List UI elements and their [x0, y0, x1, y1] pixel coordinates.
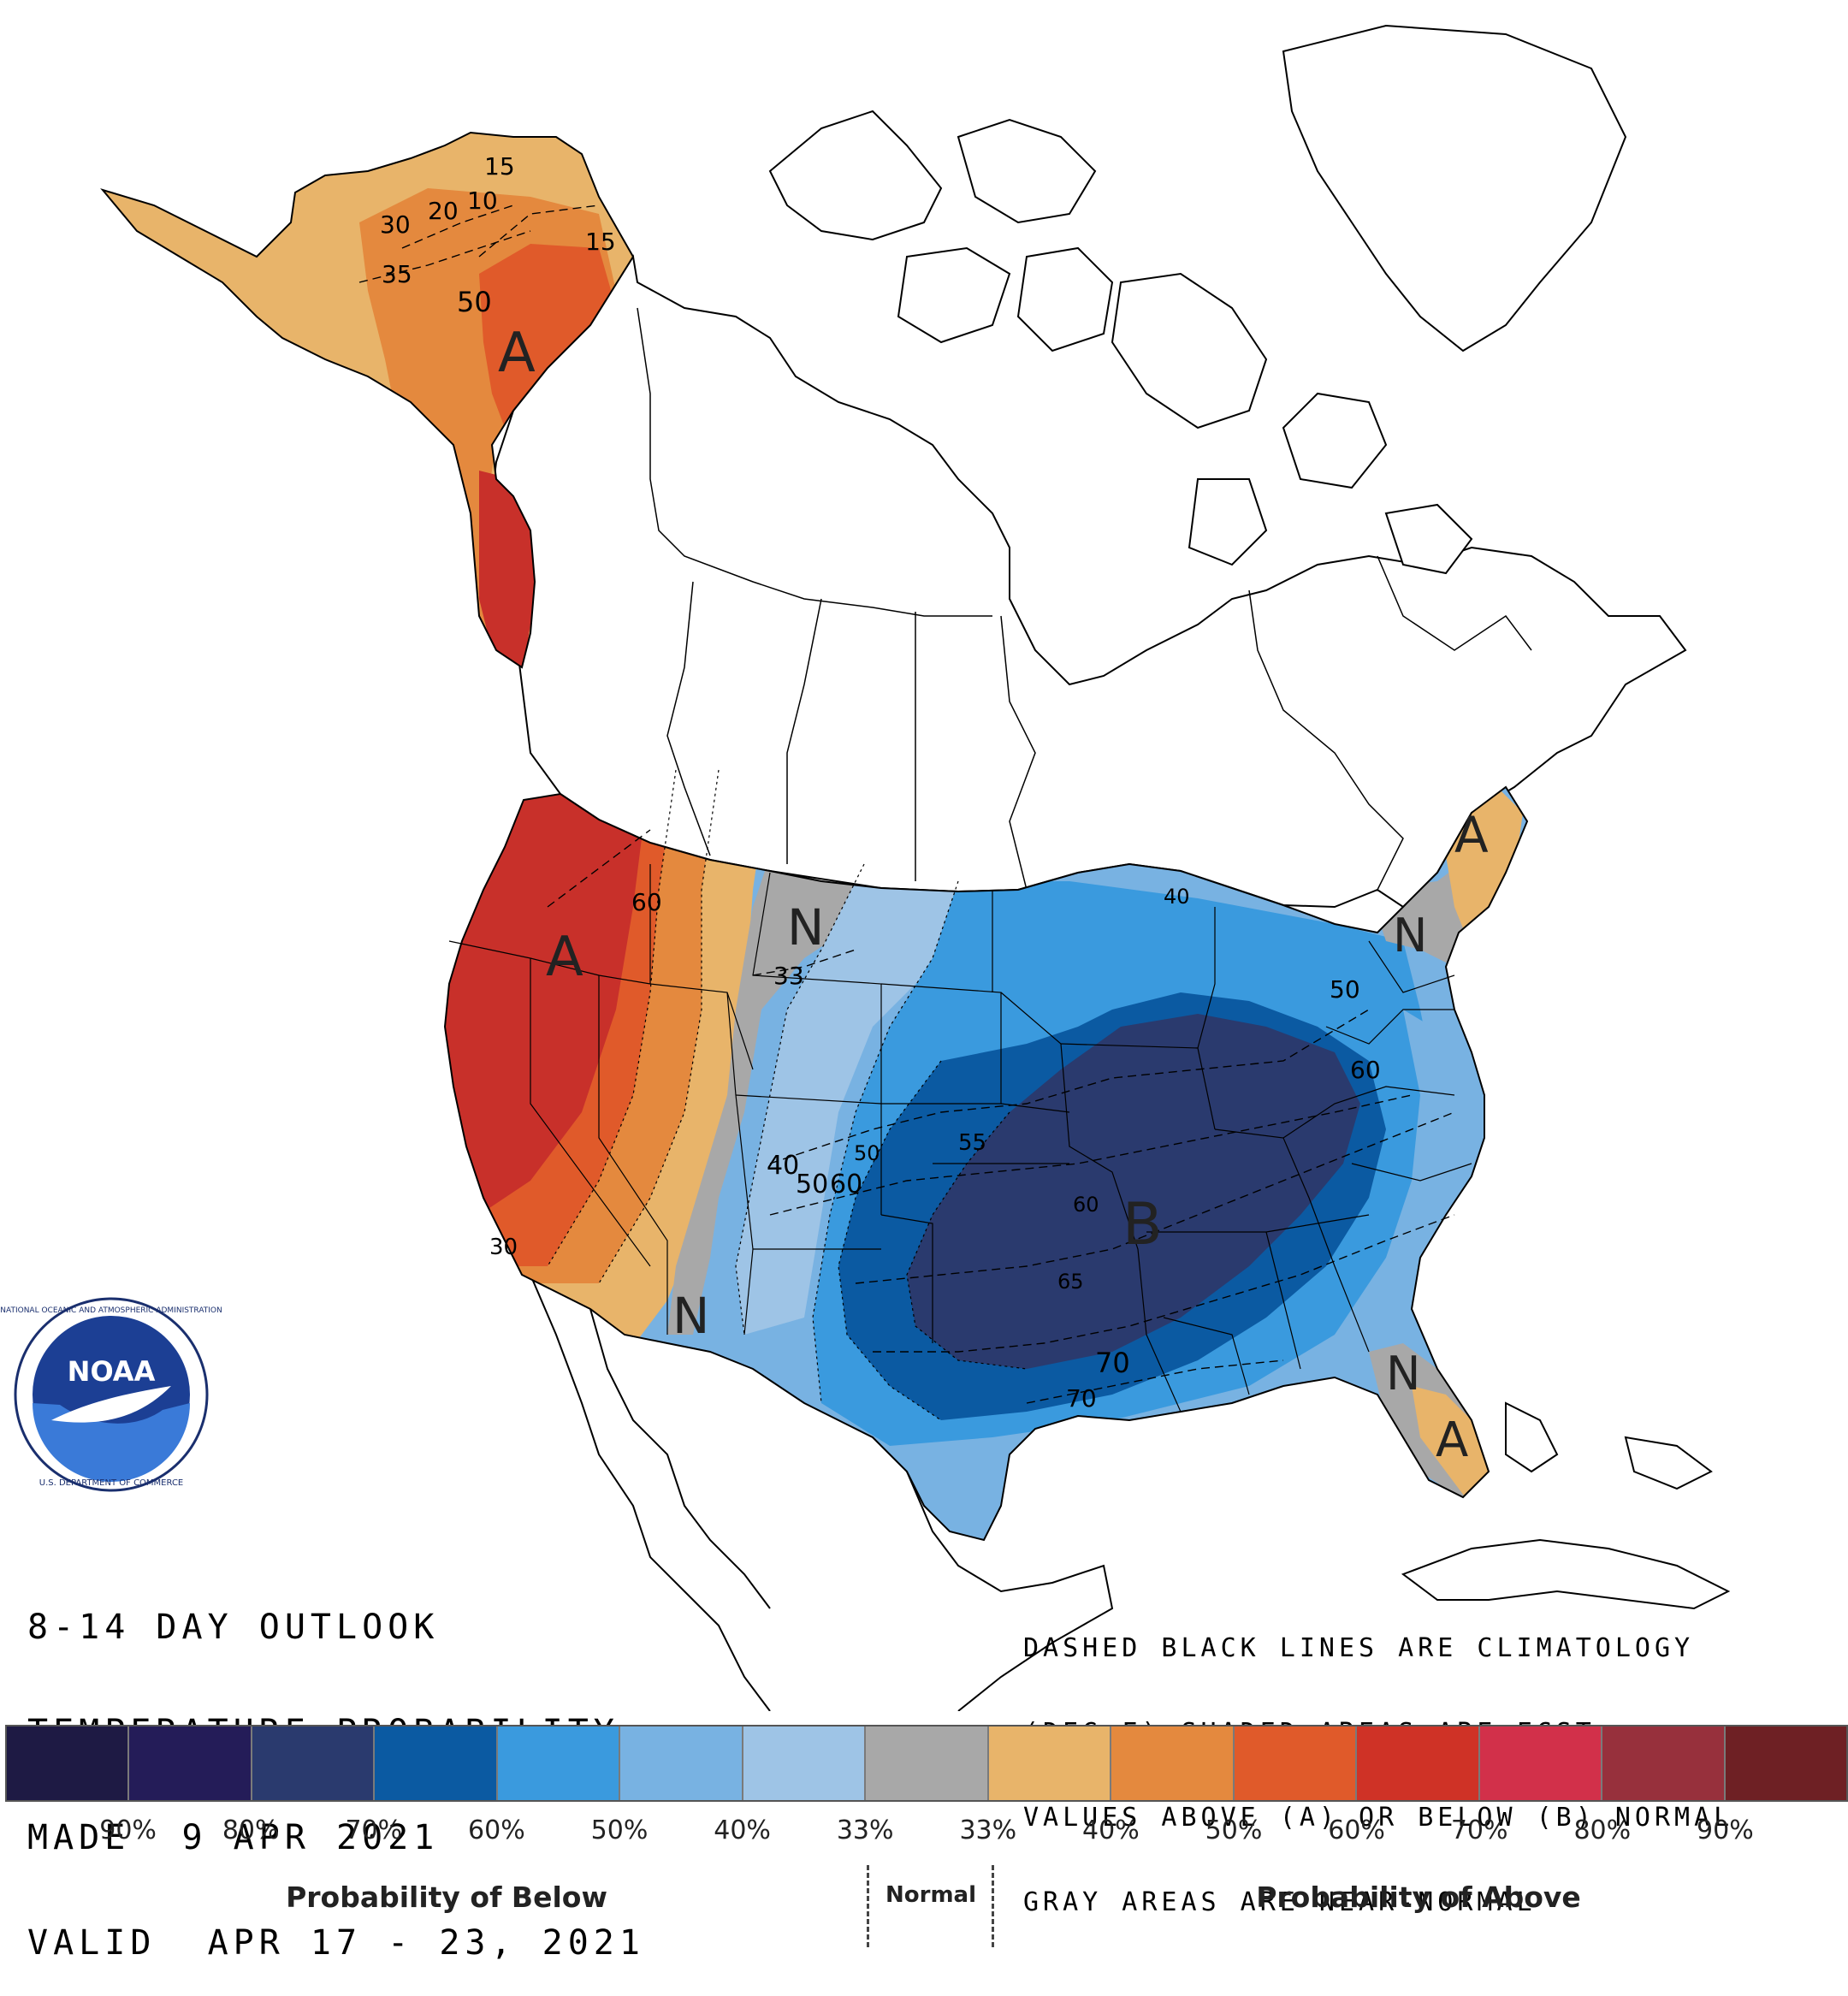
climatology-label: 30: [489, 1235, 518, 1260]
alaska-outline: [100, 131, 635, 669]
legend-separator-right: [992, 1865, 994, 1947]
climatology-label: 40: [1164, 885, 1190, 909]
legend-color-bar: [5, 1725, 1848, 1802]
legend-label: 70%: [1450, 1815, 1508, 1845]
outlook-note-line: GRAY AREAS ARE NEAR-NORMAL: [1023, 1887, 1537, 1917]
legend-swatch-above-70: [1479, 1727, 1603, 1800]
climatology-label: 50: [854, 1141, 880, 1165]
canada-outline: [490, 110, 1687, 909]
legend-separator-left: [867, 1865, 869, 1947]
legend-swatch-above-60: [1357, 1727, 1480, 1800]
legend-label: 50%: [1205, 1815, 1263, 1845]
legend-swatch-below-33: [743, 1727, 867, 1800]
legend-caption-normal: Normal: [886, 1882, 976, 1908]
climatology-label: 35: [382, 260, 412, 288]
outlook-map: 15 10 20 30 15 35 50 60 33 40 50 60 40 5…: [0, 24, 1731, 1711]
legend-label: 40%: [714, 1815, 771, 1845]
climatology-label: 65: [1057, 1270, 1084, 1294]
region-marker-new-york-normal: N: [1393, 909, 1427, 962]
climatology-label: 70: [1095, 1347, 1130, 1379]
region-marker-southwest-normal: N: [672, 1287, 709, 1345]
legend-label: 90%: [1697, 1815, 1754, 1845]
region-marker-north-florida-normal: N: [1386, 1347, 1420, 1401]
probability-contours: [547, 769, 1028, 1421]
region-marker-central-below: B: [1122, 1191, 1163, 1259]
legend-swatch-above-33: [988, 1727, 1112, 1800]
legend-caption-below: Probability of Below: [286, 1881, 607, 1914]
outlook-title-line: 8-14 DAY OUTLOOK: [27, 1608, 440, 1647]
legend-label: 70%: [345, 1815, 403, 1845]
noaa-logo-text: NOAA: [68, 1355, 156, 1388]
legend-label: 80%: [1573, 1815, 1632, 1845]
climatology-label-group: 15 10 20 30 15 35 50 60 33 40 50 60 40 5…: [380, 152, 1381, 1413]
region-marker-northeast-above: A: [1454, 806, 1489, 864]
legend-label: 33%: [836, 1815, 894, 1845]
legend-label: 60%: [1328, 1815, 1385, 1845]
legend-label: 80%: [222, 1815, 280, 1845]
legend-label: 33%: [959, 1815, 1017, 1845]
climatology-label: 33: [773, 962, 804, 990]
region-marker-group: A A A A B N N N N: [498, 322, 1489, 1468]
climatology-label: 15: [484, 152, 515, 181]
outlook-title-line: MADE 9 APR 2021: [27, 1818, 440, 1857]
climatology-label: 70: [1066, 1384, 1097, 1413]
legend-swatch-above-80: [1602, 1727, 1726, 1800]
climatology-label: 10: [467, 187, 498, 215]
climatology-label: 20: [428, 197, 459, 225]
outlook-title-line: VALID APR 17 - 23, 2021: [27, 1923, 645, 1963]
legend-swatch-above-90: [1725, 1727, 1847, 1800]
legend-swatch-below-80: [129, 1727, 252, 1800]
legend-swatch-normal: [866, 1727, 989, 1800]
climatology-label: 50: [1330, 975, 1360, 1004]
legend-swatch-below-60: [375, 1727, 498, 1800]
legend-swatch-below-90: [7, 1727, 130, 1800]
region-marker-florida-above: A: [1436, 1413, 1468, 1468]
region-marker-alaska-above: A: [498, 322, 536, 385]
legend-swatch-below-40: [620, 1727, 743, 1800]
climatology-lines: [358, 204, 1455, 1404]
climatology-label: 60: [830, 1170, 862, 1199]
legend-swatch-below-70: [252, 1727, 376, 1800]
state-borders: [448, 864, 1472, 1413]
legend-label: 50%: [590, 1815, 649, 1845]
province-lines: [637, 307, 1532, 891]
legend-caption-above: Probability of Above: [1256, 1881, 1581, 1914]
noaa-ring-text-bottom: U.S. DEPARTMENT OF COMMERCE: [39, 1478, 183, 1488]
climatology-label: 50: [796, 1170, 828, 1199]
climatology-label: 50: [457, 286, 492, 318]
us-outline: [443, 785, 1529, 1542]
outlook-note-line: DASHED BLACK LINES ARE CLIMATOLOGY: [1023, 1633, 1695, 1663]
region-marker-west-above: A: [546, 926, 583, 989]
legend-label: 40%: [1082, 1815, 1140, 1845]
climatology-label: 55: [958, 1130, 986, 1156]
legend-label: 90%: [99, 1815, 157, 1845]
outlook-note-line: VALUES ABOVE (A) OR BELOW (B) NORMAL: [1023, 1803, 1734, 1833]
mexico-outline: [530, 1274, 1114, 1711]
legend-swatch-above-40: [1111, 1727, 1235, 1800]
legend-label: 60%: [468, 1815, 525, 1845]
legend-swatch-below-50: [497, 1727, 621, 1800]
climatology-label: 30: [380, 210, 411, 239]
climatology-label: 60: [631, 888, 662, 916]
climatology-label: 60: [1073, 1193, 1099, 1217]
greenland-outline: [1282, 24, 1627, 352]
noaa-logo: NOAA NATIONAL OCEANIC AND ATMOSPHERIC AD…: [0, 1297, 222, 1492]
caribbean-outline: [1401, 1401, 1731, 1610]
climatology-label: 15: [585, 228, 616, 256]
climatology-label: 60: [1350, 1056, 1381, 1084]
noaa-ring-text-top: NATIONAL OCEANIC AND ATMOSPHERIC ADMINIS…: [0, 1306, 222, 1315]
climatology-label: 40: [767, 1151, 799, 1181]
region-marker-north-rockies-normal: N: [787, 898, 824, 957]
legend-swatch-above-50: [1234, 1727, 1358, 1800]
